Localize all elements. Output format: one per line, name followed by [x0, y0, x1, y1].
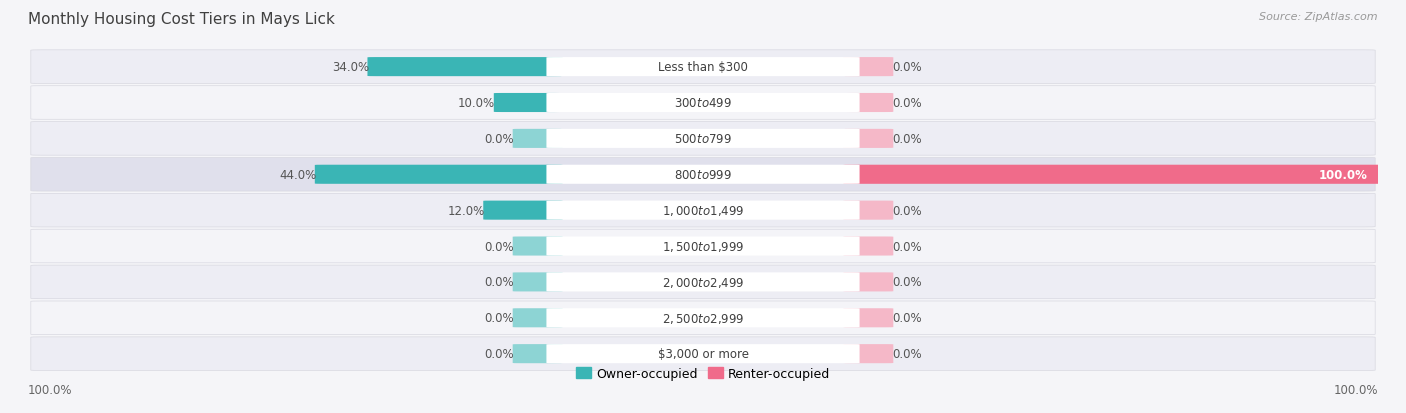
Text: $800 to $999: $800 to $999: [673, 169, 733, 181]
FancyBboxPatch shape: [513, 273, 562, 292]
FancyBboxPatch shape: [547, 165, 859, 184]
FancyBboxPatch shape: [547, 201, 859, 220]
FancyBboxPatch shape: [31, 194, 1375, 228]
Text: 0.0%: 0.0%: [891, 204, 921, 217]
FancyBboxPatch shape: [513, 344, 562, 363]
Text: 0.0%: 0.0%: [891, 347, 921, 360]
Text: 0.0%: 0.0%: [485, 240, 515, 253]
FancyBboxPatch shape: [547, 309, 859, 328]
FancyBboxPatch shape: [31, 337, 1375, 370]
FancyBboxPatch shape: [315, 165, 562, 184]
Legend: Owner-occupied, Renter-occupied: Owner-occupied, Renter-occupied: [571, 362, 835, 385]
FancyBboxPatch shape: [547, 344, 859, 363]
Text: $2,000 to $2,499: $2,000 to $2,499: [662, 275, 744, 289]
FancyBboxPatch shape: [31, 301, 1375, 335]
Text: 100.0%: 100.0%: [1319, 169, 1367, 181]
FancyBboxPatch shape: [844, 94, 893, 113]
FancyBboxPatch shape: [31, 158, 1375, 192]
Text: $500 to $799: $500 to $799: [673, 133, 733, 145]
Text: 0.0%: 0.0%: [891, 276, 921, 289]
Text: Source: ZipAtlas.com: Source: ZipAtlas.com: [1260, 12, 1378, 22]
FancyBboxPatch shape: [513, 130, 562, 149]
Text: 0.0%: 0.0%: [891, 133, 921, 145]
FancyBboxPatch shape: [31, 122, 1375, 156]
FancyBboxPatch shape: [844, 165, 1386, 184]
FancyBboxPatch shape: [844, 309, 893, 328]
Text: 100.0%: 100.0%: [28, 384, 73, 396]
Text: 34.0%: 34.0%: [332, 61, 368, 74]
Text: 0.0%: 0.0%: [891, 61, 921, 74]
Text: 10.0%: 10.0%: [458, 97, 495, 110]
Text: $1,000 to $1,499: $1,000 to $1,499: [662, 204, 744, 218]
Text: 0.0%: 0.0%: [891, 97, 921, 110]
FancyBboxPatch shape: [547, 237, 859, 256]
FancyBboxPatch shape: [513, 237, 562, 256]
FancyBboxPatch shape: [844, 58, 893, 77]
FancyBboxPatch shape: [844, 273, 893, 292]
FancyBboxPatch shape: [844, 201, 893, 220]
Text: 0.0%: 0.0%: [891, 240, 921, 253]
FancyBboxPatch shape: [484, 201, 562, 220]
FancyBboxPatch shape: [844, 344, 893, 363]
Text: 0.0%: 0.0%: [891, 311, 921, 325]
FancyBboxPatch shape: [547, 58, 859, 77]
FancyBboxPatch shape: [844, 130, 893, 149]
Text: $3,000 or more: $3,000 or more: [658, 347, 748, 360]
Text: $1,500 to $1,999: $1,500 to $1,999: [662, 240, 744, 254]
Text: $2,500 to $2,999: $2,500 to $2,999: [662, 311, 744, 325]
Text: Monthly Housing Cost Tiers in Mays Lick: Monthly Housing Cost Tiers in Mays Lick: [28, 12, 335, 27]
FancyBboxPatch shape: [31, 86, 1375, 120]
Text: 0.0%: 0.0%: [485, 347, 515, 360]
FancyBboxPatch shape: [844, 237, 893, 256]
FancyBboxPatch shape: [31, 266, 1375, 299]
FancyBboxPatch shape: [367, 58, 562, 77]
FancyBboxPatch shape: [513, 309, 562, 328]
Text: 100.0%: 100.0%: [1333, 384, 1378, 396]
FancyBboxPatch shape: [547, 273, 859, 292]
Text: 0.0%: 0.0%: [485, 133, 515, 145]
Text: 12.0%: 12.0%: [447, 204, 485, 217]
FancyBboxPatch shape: [494, 94, 562, 113]
Text: 0.0%: 0.0%: [485, 311, 515, 325]
Text: $300 to $499: $300 to $499: [673, 97, 733, 110]
FancyBboxPatch shape: [31, 51, 1375, 84]
FancyBboxPatch shape: [547, 130, 859, 149]
Text: 44.0%: 44.0%: [278, 169, 316, 181]
FancyBboxPatch shape: [547, 94, 859, 113]
FancyBboxPatch shape: [31, 230, 1375, 263]
Text: Less than $300: Less than $300: [658, 61, 748, 74]
Text: 0.0%: 0.0%: [485, 276, 515, 289]
